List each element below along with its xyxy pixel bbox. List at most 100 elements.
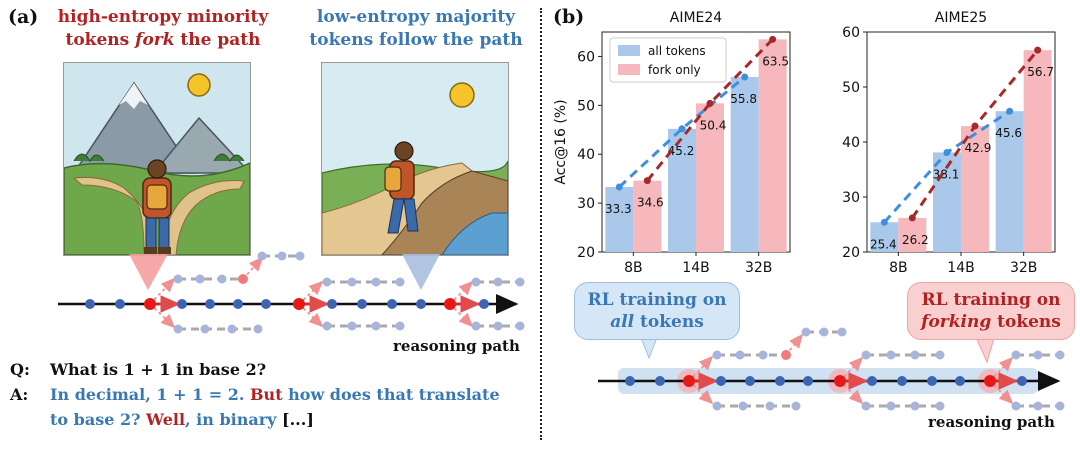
data-label: 50.4 xyxy=(700,118,727,132)
callout-all-line1: RL training on xyxy=(587,290,727,310)
callout-all-tokens: RL training on all tokens xyxy=(574,282,740,340)
answer-segment: , in binary xyxy=(185,410,277,429)
trend-point xyxy=(643,177,651,185)
bar-all-tokens xyxy=(730,76,759,252)
y-tick-label: 40 xyxy=(842,135,860,151)
walking-path-illustration xyxy=(321,62,509,256)
x-tick-label: 32B xyxy=(1010,260,1037,276)
y-tick-label: 40 xyxy=(577,147,595,163)
callout-forking-tokens: RL training on forking tokens xyxy=(907,282,1075,340)
trend-line-fork-only xyxy=(646,38,774,182)
trend-point xyxy=(880,218,888,226)
data-label: 38.1 xyxy=(933,167,960,181)
callout-text: tokens xyxy=(634,312,704,332)
trend-point xyxy=(706,99,714,107)
x-tick-label: 32B xyxy=(745,260,772,276)
panel-b-label: (b) xyxy=(553,6,585,28)
legend-label: all tokens xyxy=(648,44,706,58)
trend-point xyxy=(769,35,777,43)
bar-fork-only xyxy=(758,39,787,253)
answer-segment: to base 2? xyxy=(50,410,141,429)
reasoning-path-label-b: reasoning path xyxy=(928,413,1055,431)
data-label: 34.6 xyxy=(637,196,664,210)
chart-title: AIME24 xyxy=(670,10,723,26)
path-tokens xyxy=(625,376,1027,386)
callout-emphasis: forking xyxy=(921,312,992,332)
path-tokens xyxy=(85,299,489,309)
data-label: 42.9 xyxy=(965,141,992,155)
heading-emphasis: fork xyxy=(135,30,175,50)
bar-all-tokens xyxy=(933,152,961,252)
question-text: What is 1 + 1 in base 2? xyxy=(50,360,267,379)
reasoning-path-diagram-b xyxy=(598,327,1065,411)
x-tick-label: 14B xyxy=(947,260,974,276)
a-label: A: xyxy=(10,385,29,404)
chart-aime25: AIME25 20 30 40 50 60 8B 25.4 26.2 14B 38.1 42.9 32B… xyxy=(842,10,1056,276)
fork-token xyxy=(781,350,791,360)
alternative-paths xyxy=(178,254,520,331)
heading-high-entropy-line2: tokens fork the path xyxy=(48,29,278,52)
bar-all-tokens xyxy=(668,128,696,252)
follow-spotlight xyxy=(402,254,440,290)
high-entropy-tokens xyxy=(144,298,456,310)
answer-segment: In decimal, 1 + 1 = 2. xyxy=(50,385,245,404)
trend-point xyxy=(943,148,951,156)
y-axis-label: Acc@16 (%) xyxy=(553,99,569,184)
heading-text: tokens xyxy=(65,30,136,50)
y-tick-label: 60 xyxy=(842,25,860,41)
trend-point xyxy=(678,125,686,133)
data-label: 45.6 xyxy=(995,126,1022,140)
bar-fork-only xyxy=(961,126,989,252)
answer-fork-word: But xyxy=(250,385,283,404)
answer-ellipsis: [...] xyxy=(282,410,314,429)
bar-fork-only xyxy=(633,180,662,252)
legend-label: fork only xyxy=(648,63,701,77)
callout-fork-line1: RL training on xyxy=(921,290,1061,310)
y-tick-label: 30 xyxy=(577,196,595,212)
heading-high-entropy: high-entropy minority tokens fork the pa… xyxy=(48,6,278,52)
trend-point xyxy=(908,214,916,222)
y-tick-label: 50 xyxy=(842,80,860,96)
bar-fork-only xyxy=(898,217,927,252)
reasoning-path-label-a: reasoning path xyxy=(393,337,520,355)
reasoning-path-diagram-a xyxy=(58,251,525,334)
answer-fork-word: Well xyxy=(146,410,186,429)
bar-fork-only xyxy=(696,103,724,252)
callout-all-line2: all tokens xyxy=(575,311,739,333)
data-label: 33.3 xyxy=(605,202,632,216)
data-label: 56.7 xyxy=(1027,65,1054,79)
high-entropy-tokens xyxy=(683,375,996,387)
heading-low-entropy-line2: tokens follow the path xyxy=(309,30,523,50)
trend-point xyxy=(1006,107,1014,115)
panel-divider xyxy=(540,8,542,440)
heading-text: the path xyxy=(174,30,261,50)
answer-segment: how does that translate xyxy=(288,385,500,404)
callout-emphasis: all xyxy=(610,312,635,332)
answer-text: In decimal, 1 + 1 = 2. But how does that… xyxy=(50,382,530,432)
callout-fork-line2: forking tokens xyxy=(908,311,1074,333)
alternative-tokens xyxy=(173,251,525,334)
chart-title: AIME25 xyxy=(935,10,987,26)
y-tick-label: 50 xyxy=(577,98,595,114)
chart-aime24: AIME24 20 30 40 50 60 Acc@16 (%) 8B 33.3 34.6 14B 4… xyxy=(553,10,791,276)
legend-swatch xyxy=(618,45,640,56)
fork-branches xyxy=(149,256,474,329)
q-label: Q: xyxy=(10,360,30,379)
fork-branches xyxy=(688,333,1014,405)
heading-high-entropy-line1: high-entropy minority xyxy=(57,7,269,27)
x-tick-label: 8B xyxy=(624,260,643,276)
trend-point xyxy=(741,73,749,81)
panel-a-label: (a) xyxy=(8,6,39,28)
data-label: 26.2 xyxy=(902,233,929,247)
trend-line-all-tokens xyxy=(618,75,746,189)
y-tick-label: 20 xyxy=(577,245,595,261)
bar-all-tokens xyxy=(995,111,1024,252)
trend-point xyxy=(1034,46,1042,54)
bar-all-tokens xyxy=(870,222,899,252)
heading-low-entropy-line1: low-entropy majority xyxy=(316,7,516,27)
fork-token xyxy=(238,274,248,284)
data-label: 55.8 xyxy=(730,92,757,106)
bar-fork-only xyxy=(1023,50,1052,253)
trend-point xyxy=(615,183,623,191)
walking-path-drawing xyxy=(322,63,508,255)
